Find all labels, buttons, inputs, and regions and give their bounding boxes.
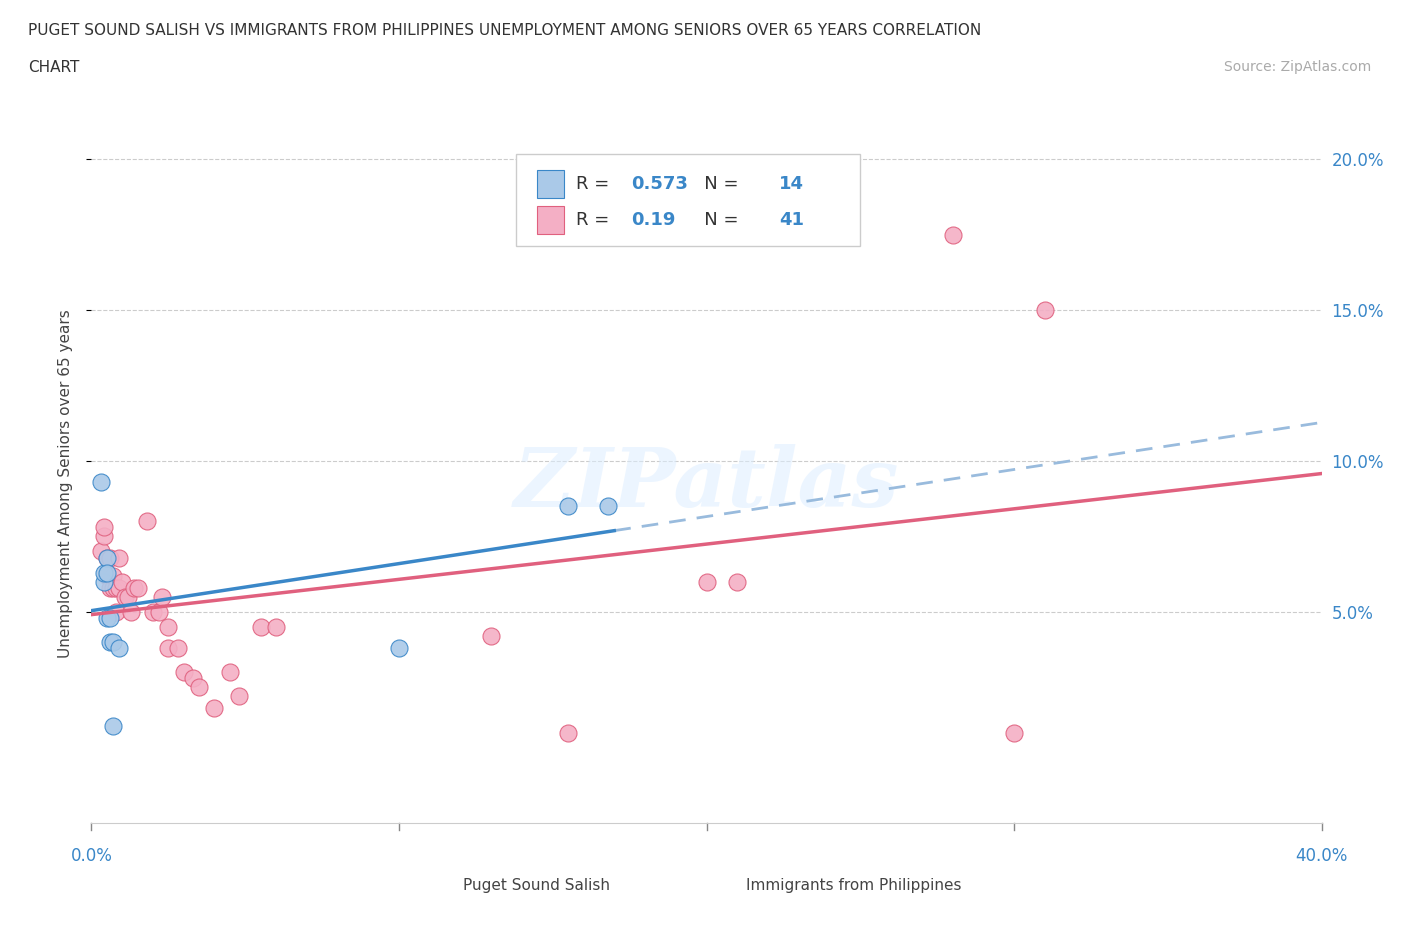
Point <box>98 610 121 625</box>
Point <box>93 520 115 535</box>
Bar <box>537 170 564 198</box>
Point <box>181 671 204 685</box>
Text: 40.0%: 40.0% <box>1295 847 1348 865</box>
Point <box>101 719 124 734</box>
Point <box>101 568 124 583</box>
Bar <box>423 874 454 897</box>
Point <box>1033 302 1056 317</box>
Point <box>111 574 134 589</box>
Point <box>117 590 139 604</box>
Text: 0.0%: 0.0% <box>70 847 112 865</box>
Point <box>148 604 170 619</box>
Point <box>557 498 579 513</box>
Text: N =: N = <box>686 211 744 229</box>
Text: PUGET SOUND SALISH VS IMMIGRANTS FROM PHILIPPINES UNEMPLOYMENT AMONG SENIORS OVE: PUGET SOUND SALISH VS IMMIGRANTS FROM PH… <box>28 23 981 38</box>
Point <box>166 641 188 656</box>
Text: R =: R = <box>576 175 614 193</box>
Point <box>108 641 131 656</box>
Point <box>114 590 136 604</box>
Point <box>696 574 718 589</box>
Text: R =: R = <box>576 211 614 229</box>
Point <box>108 550 131 565</box>
Point <box>157 619 180 634</box>
Point <box>96 568 118 583</box>
Point <box>96 565 118 580</box>
Point <box>101 580 124 595</box>
Point <box>105 604 127 619</box>
Point <box>93 529 115 544</box>
Point <box>942 227 965 242</box>
Point <box>120 604 142 619</box>
Point <box>93 565 115 580</box>
Point <box>98 580 121 595</box>
Point <box>93 574 115 589</box>
Point <box>98 550 121 565</box>
Point <box>142 604 165 619</box>
Text: 14: 14 <box>779 175 804 193</box>
Text: 0.19: 0.19 <box>631 211 676 229</box>
Point <box>557 725 579 740</box>
Text: Immigrants from Philippines: Immigrants from Philippines <box>745 878 962 893</box>
Text: N =: N = <box>686 175 744 193</box>
Point <box>96 610 118 625</box>
Point <box>127 580 149 595</box>
Point <box>135 514 157 529</box>
Point <box>105 580 127 595</box>
Text: CHART: CHART <box>28 60 80 75</box>
Point <box>124 580 146 595</box>
Bar <box>537 206 564 234</box>
Text: Puget Sound Salish: Puget Sound Salish <box>463 878 610 893</box>
Point <box>479 629 502 644</box>
Point <box>101 634 124 649</box>
Text: 41: 41 <box>779 211 804 229</box>
Point <box>150 590 173 604</box>
Point <box>249 619 271 634</box>
Point <box>1002 725 1025 740</box>
Point <box>90 544 112 559</box>
Text: Source: ZipAtlas.com: Source: ZipAtlas.com <box>1223 60 1371 74</box>
Point <box>218 665 240 680</box>
Point <box>725 574 748 589</box>
Point <box>388 641 411 656</box>
Point <box>173 665 195 680</box>
Text: ZIPatlas: ZIPatlas <box>513 444 900 524</box>
Point <box>96 550 118 565</box>
Point <box>157 641 180 656</box>
Y-axis label: Unemployment Among Seniors over 65 years: Unemployment Among Seniors over 65 years <box>58 310 73 658</box>
Point <box>596 498 619 513</box>
Point <box>98 634 121 649</box>
Point <box>108 580 131 595</box>
Point <box>188 680 211 695</box>
Point <box>90 474 112 489</box>
Point <box>264 619 287 634</box>
Text: 0.573: 0.573 <box>631 175 689 193</box>
Point <box>96 550 118 565</box>
Bar <box>706 874 737 897</box>
Point <box>228 689 250 704</box>
Point <box>202 701 225 716</box>
FancyBboxPatch shape <box>516 154 860 246</box>
